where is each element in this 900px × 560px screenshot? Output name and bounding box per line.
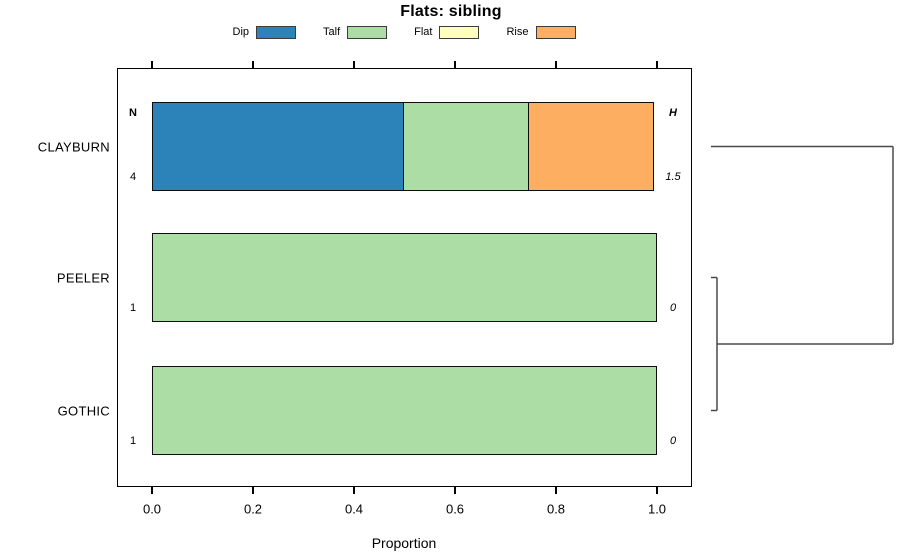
bar-segment-talf-peeler bbox=[152, 233, 657, 322]
n-value-peeler: 1 bbox=[129, 302, 137, 314]
legend-label: Dip bbox=[232, 26, 250, 38]
x-axis-tick-top bbox=[252, 61, 254, 68]
h-column-header: H bbox=[669, 107, 677, 119]
legend-swatch-rise bbox=[535, 25, 576, 39]
legend-swatch-dip bbox=[256, 25, 297, 39]
n-value-clayburn: 4 bbox=[129, 171, 137, 183]
x-axis-tick-label: 0.8 bbox=[546, 501, 566, 517]
x-axis-tick-label: 0.2 bbox=[243, 501, 263, 517]
legend-label: Flat bbox=[414, 26, 433, 38]
bar-segment-talf-clayburn bbox=[403, 102, 530, 191]
bar-row-peeler bbox=[152, 233, 657, 322]
x-axis-label: Proportion bbox=[371, 535, 437, 551]
x-axis-tick-top bbox=[353, 61, 355, 68]
x-axis-tick-label: 0.4 bbox=[344, 501, 364, 517]
x-axis-tick-label: 1.0 bbox=[647, 501, 667, 517]
bar-segment-rise-clayburn bbox=[527, 102, 654, 191]
legend-item-talf: Talf bbox=[323, 25, 388, 39]
legend-label: Rise bbox=[506, 26, 529, 38]
x-axis-tick-label: 0.6 bbox=[445, 501, 465, 517]
category-label-peeler: PEELER bbox=[56, 270, 110, 285]
legend-item-flat: Flat bbox=[414, 25, 480, 39]
bar-segment-dip-clayburn bbox=[152, 102, 405, 191]
category-label-gothic: GOTHIC bbox=[57, 403, 110, 418]
legend-swatch-talf bbox=[347, 25, 388, 39]
legend: Dip Talf Flat Rise bbox=[104, 24, 704, 40]
n-column-header: N bbox=[129, 107, 137, 119]
chart-title: Flats: sibling bbox=[400, 3, 502, 20]
x-axis-tick-top bbox=[454, 61, 456, 68]
x-axis-tick-top bbox=[656, 61, 658, 68]
category-label-clayburn: CLAYBURN bbox=[37, 139, 110, 154]
x-axis-tick-bottom bbox=[353, 487, 355, 494]
h-value-peeler: 0 bbox=[669, 302, 677, 314]
h-value-clayburn: 1.5 bbox=[665, 171, 681, 183]
bar-row-clayburn bbox=[152, 102, 657, 191]
n-value-gothic: 1 bbox=[129, 435, 137, 447]
legend-item-dip: Dip bbox=[232, 25, 297, 39]
h-value-gothic: 0 bbox=[669, 435, 677, 447]
x-axis-tick-bottom bbox=[151, 487, 153, 494]
legend-swatch-flat bbox=[439, 25, 480, 39]
x-axis-tick-bottom bbox=[252, 487, 254, 494]
x-axis-tick-bottom bbox=[454, 487, 456, 494]
x-axis-tick-bottom bbox=[555, 487, 557, 494]
x-axis-tick-top bbox=[555, 61, 557, 68]
x-axis-tick-top bbox=[151, 61, 153, 68]
bar-row-gothic bbox=[152, 366, 657, 455]
plot-box bbox=[117, 68, 692, 487]
legend-label: Talf bbox=[323, 26, 341, 38]
x-axis-tick-label: 0.0 bbox=[142, 501, 162, 517]
legend-item-rise: Rise bbox=[506, 25, 576, 39]
x-axis-tick-bottom bbox=[656, 487, 658, 494]
bar-segment-talf-gothic bbox=[152, 366, 657, 455]
